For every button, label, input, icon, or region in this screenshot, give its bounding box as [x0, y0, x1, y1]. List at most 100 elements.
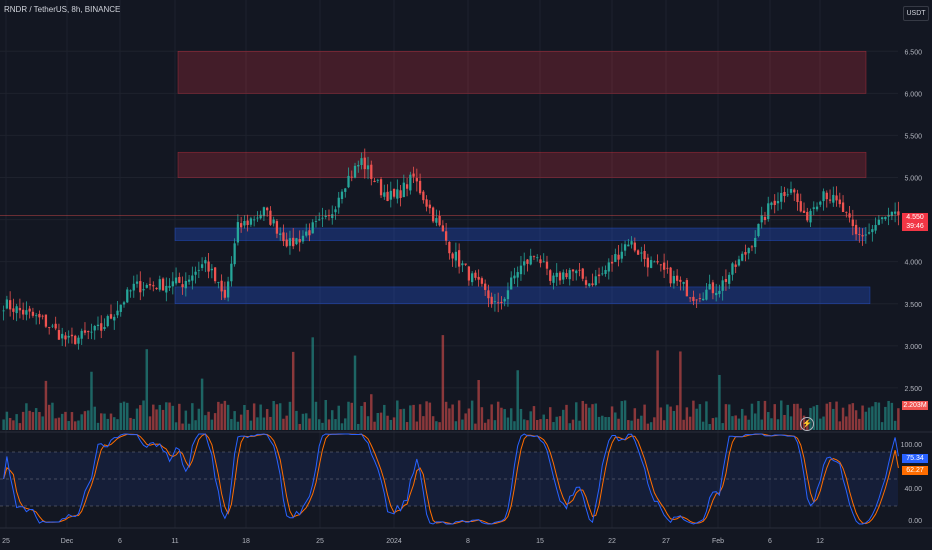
volume-bar-116 [379, 412, 383, 430]
candle-body-87 [285, 239, 288, 247]
volume-bar-208 [679, 351, 682, 430]
volume-bar-81 [265, 409, 269, 430]
volume-bar-198 [646, 423, 650, 430]
candle-body-231 [754, 237, 757, 248]
volume-bar-129 [422, 416, 425, 430]
candle-body-6 [22, 309, 25, 315]
volume-bar-75 [246, 409, 249, 430]
candle-body-118 [386, 191, 389, 202]
volume-bar-110 [360, 405, 363, 430]
stoch-tick-0: 100.00 [901, 442, 923, 449]
price-tick-0: 6.500 [904, 49, 922, 56]
volume-bar-48 [158, 404, 162, 430]
candle-body-273 [890, 211, 894, 217]
candle-body-204 [666, 267, 669, 269]
candle-body-66 [217, 282, 220, 283]
volume-bar-57 [187, 423, 191, 430]
volume-bar-93 [304, 413, 308, 430]
volume-bar-136 [444, 401, 448, 430]
candle-body-155 [506, 290, 510, 300]
candle-body-15 [51, 325, 54, 327]
volume-bar-44 [145, 349, 149, 430]
volume-bar-265 [864, 411, 868, 430]
candle-body-203 [662, 262, 666, 270]
candle-body-216 [705, 289, 708, 300]
volume-bar-7 [25, 403, 28, 430]
volume-bar-232 [757, 400, 760, 430]
candle-body-147 [480, 278, 484, 284]
volume-bar-178 [581, 400, 585, 430]
candle-body-85 [279, 233, 282, 235]
volume-bar-170 [555, 416, 558, 430]
volume-bar-184 [601, 415, 604, 430]
candle-body-230 [750, 246, 754, 248]
volume-bar-84 [275, 404, 279, 430]
volume-bar-253 [825, 403, 829, 430]
volume-bar-216 [705, 401, 708, 430]
candle-body-250 [815, 206, 819, 210]
volume-bar-177 [578, 420, 581, 430]
volume-bar-41 [135, 408, 139, 430]
time-tick-3: 11 [171, 538, 178, 545]
volume-bar-137 [448, 408, 451, 430]
candle-body-56 [184, 280, 187, 289]
candle-body-268 [874, 224, 877, 231]
volume-bar-161 [526, 420, 529, 430]
candle-body-55 [181, 284, 184, 288]
volume-bar-117 [383, 404, 386, 430]
candle-body-165 [539, 259, 542, 264]
candle-body-224 [731, 263, 734, 275]
volume-bar-88 [288, 401, 292, 430]
volume-bar-215 [701, 421, 705, 430]
candle-body-67 [220, 280, 223, 292]
volume-bar-233 [760, 419, 763, 430]
volume-bar-66 [217, 401, 220, 430]
candle-body-109 [357, 165, 360, 167]
lightning-icon[interactable]: ⚡ [800, 417, 814, 431]
candle-body-30 [100, 323, 103, 331]
volume-bar-240 [783, 414, 786, 430]
candle-body-80 [262, 207, 266, 217]
volume-bar-219 [714, 417, 718, 430]
candle-body-142 [464, 263, 467, 265]
volume-bar-17 [57, 417, 61, 430]
candle-body-233 [760, 215, 763, 223]
candle-body-223 [728, 274, 731, 284]
volume-bar-112 [366, 416, 370, 430]
candle-body-77 [253, 219, 256, 221]
volume-bar-62 [204, 415, 207, 430]
candle-body-266 [867, 232, 871, 234]
volume-bar-195 [636, 418, 640, 430]
volume-bar-224 [731, 416, 734, 430]
volume-bar-193 [630, 420, 633, 430]
volume-bar-176 [575, 402, 578, 430]
volume-bar-96 [314, 401, 318, 430]
candle-body-114 [373, 180, 376, 183]
volume-bar-164 [535, 419, 539, 430]
candle-body-96 [314, 221, 318, 222]
volume-bar-241 [786, 404, 789, 430]
time-tick-12: 6 [768, 538, 772, 545]
candle-body-192 [627, 244, 630, 247]
candle-body-74 [243, 220, 246, 226]
candle-body-126 [412, 173, 415, 177]
candle-body-11 [38, 313, 41, 318]
volume-bar-141 [461, 419, 464, 430]
volume-bar-58 [191, 403, 194, 430]
volume-bar-196 [640, 415, 643, 430]
candle-body-95 [311, 222, 314, 234]
volume-bar-101 [331, 410, 334, 430]
candle-body-39 [129, 290, 132, 292]
candle-body-2 [8, 300, 12, 310]
countdown-tag: 39:46 [902, 222, 928, 231]
candle-body-210 [685, 280, 689, 297]
volume-bar-43 [142, 400, 145, 430]
candle-body-222 [724, 279, 728, 282]
currency-unit-button[interactable]: USDT [903, 6, 929, 21]
candle-body-232 [757, 223, 760, 237]
candle-body-140 [457, 250, 461, 267]
candle-body-171 [558, 272, 562, 281]
candle-body-150 [490, 296, 493, 305]
candle-body-59 [194, 271, 197, 275]
